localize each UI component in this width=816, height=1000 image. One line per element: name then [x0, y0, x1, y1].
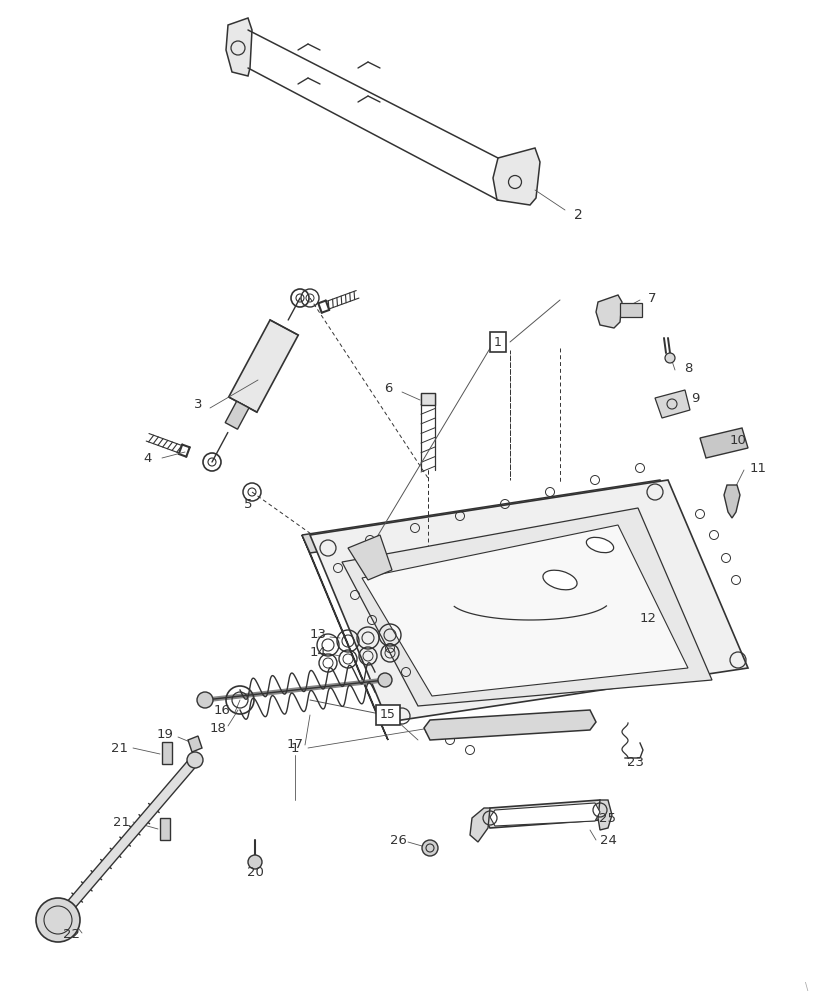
Text: 26: 26 [389, 834, 406, 846]
Text: 15: 15 [380, 708, 396, 722]
Circle shape [187, 752, 203, 768]
Polygon shape [598, 800, 612, 830]
Polygon shape [225, 401, 249, 429]
Text: 17: 17 [286, 738, 304, 752]
Text: 19: 19 [157, 728, 174, 742]
Polygon shape [228, 320, 299, 412]
Text: 6: 6 [384, 381, 392, 394]
Polygon shape [342, 508, 712, 706]
Circle shape [36, 898, 80, 942]
Text: 21: 21 [113, 816, 131, 828]
Text: 13: 13 [309, 629, 326, 642]
Circle shape [665, 353, 675, 363]
Text: 14: 14 [309, 646, 326, 658]
Text: 3: 3 [193, 398, 202, 412]
Text: 7: 7 [648, 292, 656, 304]
Text: 10: 10 [730, 434, 747, 446]
Text: 1: 1 [290, 742, 299, 754]
Circle shape [378, 673, 392, 687]
Polygon shape [188, 736, 202, 752]
Text: 9: 9 [691, 391, 699, 404]
Text: \: \ [805, 982, 808, 992]
Text: 5: 5 [244, 497, 252, 510]
Circle shape [197, 692, 213, 708]
Polygon shape [424, 710, 596, 740]
Text: 24: 24 [600, 834, 616, 846]
Text: 12: 12 [640, 611, 657, 624]
Polygon shape [302, 535, 388, 740]
Polygon shape [490, 803, 600, 826]
Text: 23: 23 [627, 756, 644, 768]
Text: 4: 4 [144, 452, 153, 464]
Text: 11: 11 [750, 462, 766, 475]
Text: 25: 25 [600, 812, 617, 824]
Text: 18: 18 [210, 722, 226, 734]
Bar [162, 742, 172, 764]
Polygon shape [348, 535, 392, 580]
Text: 8: 8 [684, 361, 692, 374]
Polygon shape [724, 485, 740, 518]
Polygon shape [484, 800, 606, 828]
Polygon shape [302, 480, 668, 553]
Polygon shape [655, 390, 690, 418]
Polygon shape [493, 148, 540, 205]
Ellipse shape [587, 537, 614, 553]
Text: 21: 21 [112, 742, 128, 754]
Polygon shape [362, 525, 688, 696]
Polygon shape [700, 428, 748, 458]
Polygon shape [596, 295, 622, 328]
Bar [160, 818, 170, 840]
Text: 20: 20 [246, 865, 264, 879]
Circle shape [422, 840, 438, 856]
Bar [620, 303, 642, 317]
Bar [421, 393, 435, 405]
Polygon shape [54, 757, 199, 923]
Text: 22: 22 [64, 928, 81, 942]
Text: 2: 2 [574, 208, 583, 222]
Polygon shape [226, 18, 252, 76]
Circle shape [248, 855, 262, 869]
Text: 16: 16 [214, 704, 230, 716]
Polygon shape [470, 808, 490, 842]
Polygon shape [310, 480, 748, 722]
Ellipse shape [543, 570, 577, 590]
Text: 1: 1 [494, 336, 502, 349]
